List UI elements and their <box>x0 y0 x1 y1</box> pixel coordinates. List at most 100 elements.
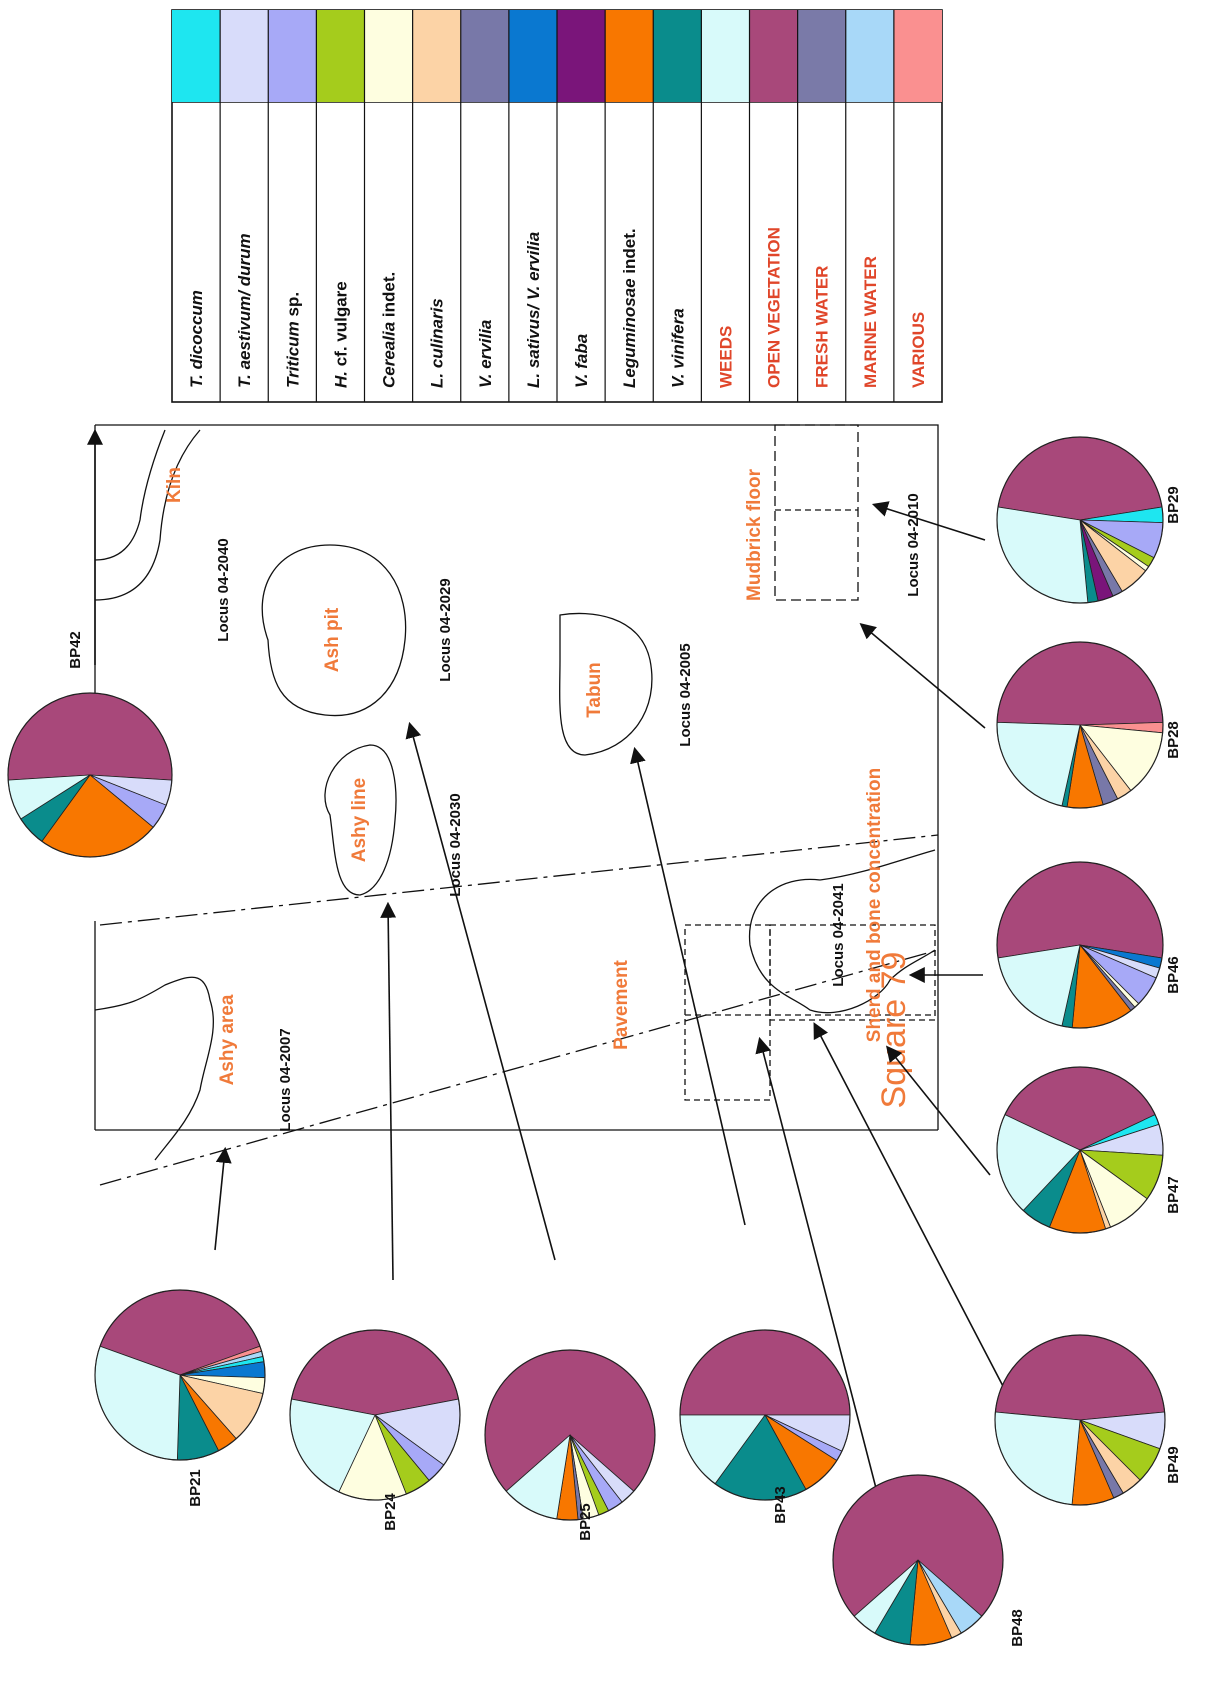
pie-bp49 <box>994 1334 1166 1506</box>
kiln-outline-inner <box>94 429 166 561</box>
legend-label: H. cf. vulgare <box>331 281 350 388</box>
sample-arrows <box>87 428 1006 1551</box>
pie-outline <box>996 861 1164 1029</box>
pie-bp28 <box>996 641 1164 809</box>
sample-label-bp43: BP43 <box>772 1486 789 1524</box>
pie-outline <box>289 1329 461 1501</box>
pie-bp47 <box>996 1066 1164 1234</box>
legend-item-v-vinifera: V. vinifera <box>652 10 702 402</box>
arrow-bp24 <box>380 901 397 1281</box>
kiln-label: Kiln <box>164 467 185 503</box>
legend-item-open-vegetation: OPEN VEGETATION <box>748 10 798 402</box>
locus-2005-label: Locus 04-2005 <box>677 643 694 746</box>
locus-2030-label: Locus 04-2030 <box>447 793 464 896</box>
ashy-line-outline <box>324 744 397 896</box>
legend-label: T. dicoccum <box>187 290 206 388</box>
pie-bp48 <box>832 1474 1004 1646</box>
pavement-label: Pavement <box>611 959 632 1049</box>
locus-2010-label: Locus 04-2010 <box>905 493 922 596</box>
legend-label: V. vinifera <box>668 308 687 388</box>
legend-item-t-aestivum-durum: T. aestivum/ durum <box>219 10 269 402</box>
legend-item-leguminosae-indet: Leguminosae indet. <box>604 10 654 402</box>
pie-bp43 <box>679 1329 851 1501</box>
pie-bp24 <box>289 1329 461 1501</box>
pie-bp42 <box>7 692 173 858</box>
pie-outline <box>996 641 1164 809</box>
legend-item-l-culinaris: L. culinaris <box>412 10 461 402</box>
legend-label: V. ervilia <box>476 320 495 388</box>
sample-label-bp28: BP28 <box>1165 721 1182 759</box>
legend-item-v-faba: V. faba <box>556 10 606 402</box>
legend-item-fresh-water: FRESH WATER <box>797 10 846 402</box>
arrow-bp48 <box>755 1036 893 1551</box>
excavation-plan <box>94 424 939 1186</box>
legend-swatch <box>893 10 942 102</box>
pie-outline <box>996 436 1164 604</box>
legend-label: Leguminosae indet. <box>620 228 639 388</box>
legend-label: FRESH WATER <box>813 266 832 388</box>
legend-swatch <box>508 10 557 102</box>
legend-label: Triticum sp. <box>283 292 302 388</box>
legend-label: Cerealia indet. <box>380 272 399 388</box>
sherd-concentration-outline <box>748 849 936 1014</box>
legend-item-l-sativus-v-ervilia: L. sativus/ V. ervilia <box>508 10 557 402</box>
sample-label-bp25: BP25 <box>577 1503 594 1541</box>
arrow-bp47 <box>885 1045 991 1176</box>
legend-label: L. sativus/ V. ervilia <box>524 232 543 388</box>
pavement-box-2 <box>769 924 936 1021</box>
locus-2029-label: Locus 04-2029 <box>437 578 454 681</box>
sample-label-bp42: BP42 <box>67 631 84 669</box>
legend-table: T. dicoccum T. aestivum/ durum Triticum sp… <box>171 9 943 403</box>
legend-swatch <box>749 10 798 102</box>
sample-label-bp24: BP24 <box>382 1493 399 1531</box>
locus-2040-label: Locus 04-2040 <box>215 538 232 641</box>
locus-2007-label: Locus 04-2007 <box>277 1028 294 1131</box>
legend-swatch <box>557 10 606 102</box>
ash-pit-outline <box>261 544 407 717</box>
legend-item-h-cf-vulgare: H. cf. vulgare <box>315 10 365 402</box>
sample-label-bp46: BP46 <box>1165 956 1182 994</box>
legend-label: OPEN VEGETATION <box>765 227 784 388</box>
pie-bp21 <box>94 1289 266 1461</box>
legend-swatch <box>605 10 654 102</box>
diagonal-band-upper <box>99 834 939 926</box>
arrow-bp21 <box>214 1146 232 1251</box>
sample-label-bp49: BP49 <box>1165 1446 1182 1484</box>
ash-pit-label: Ash pit <box>322 607 343 672</box>
pie-outline <box>832 1474 1004 1646</box>
legend-swatch <box>412 10 461 102</box>
pie-outline <box>996 1066 1164 1234</box>
legend-label: MARINE WATER <box>861 256 880 388</box>
legend-swatch <box>653 10 702 102</box>
sample-labels: BP42 BP21 BP24 BP25 BP43 BP48 BP49 BP47 … <box>67 486 1182 1647</box>
legend-item-triticum-sp: Triticum sp. <box>267 10 317 402</box>
legend-label: VARIOUS <box>909 312 928 388</box>
arrow-bp29 <box>871 501 986 541</box>
legend-label: V. faba <box>572 334 591 388</box>
sherd-bone-label: Sherd and bone concentration <box>864 768 885 1042</box>
legend-item-weeds: WEEDS <box>700 10 750 402</box>
legend-item-marine-water: MARINE WATER <box>845 10 894 402</box>
sample-label-bp21: BP21 <box>187 1469 204 1507</box>
sample-label-bp29: BP29 <box>1165 486 1182 524</box>
ashy-area-outline <box>94 976 214 1161</box>
legend-swatch <box>701 10 750 102</box>
locus-2041-label: Locus 04-2041 <box>830 883 847 986</box>
legend-label: L. culinaris <box>428 298 447 388</box>
pie-outline <box>7 692 173 858</box>
legend-swatch <box>364 10 413 102</box>
diagonal-band-lower <box>99 949 939 1186</box>
mudbrick-floor-label: Mudbrick floor <box>744 468 765 601</box>
kiln-outline-outer <box>94 429 201 601</box>
pie-outline <box>484 1349 656 1521</box>
pie-bp25 <box>484 1349 656 1521</box>
plan-labels: Kiln Ash pit Ashy line Tabun Ashy area P… <box>164 467 922 1132</box>
legend-swatch <box>797 10 846 102</box>
tabun-label: Tabun <box>584 662 605 718</box>
arrow-bp43 <box>630 746 746 1226</box>
legend-swatch <box>172 10 221 102</box>
arrow-bp28 <box>859 622 986 729</box>
sample-pies <box>7 436 1166 1646</box>
pie-outline <box>994 1334 1166 1506</box>
